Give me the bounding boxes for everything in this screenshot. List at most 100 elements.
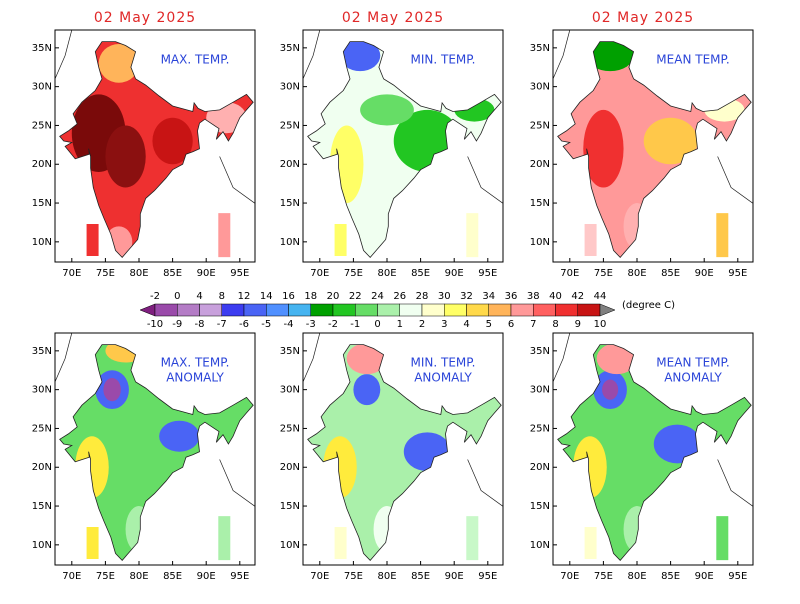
colorbar-box bbox=[243, 303, 267, 317]
anomaly-label: 9 bbox=[575, 319, 581, 330]
lon-label: 70E bbox=[560, 268, 579, 279]
frame bbox=[54, 332, 256, 566]
colorbar-label: 0 bbox=[174, 291, 180, 302]
colorbar-box bbox=[199, 303, 222, 317]
colorbar-box bbox=[154, 303, 178, 317]
lon-label: 75E bbox=[96, 268, 115, 279]
colorbar-box bbox=[355, 303, 378, 317]
date: 02 May 2025 bbox=[342, 10, 444, 26]
temp-region bbox=[339, 41, 381, 72]
colorbar-end bbox=[599, 303, 616, 317]
colorbar-label: 14 bbox=[260, 291, 273, 302]
lon-label: 95E bbox=[728, 571, 747, 582]
lat-label: 20N bbox=[530, 462, 550, 473]
colorbar-box bbox=[466, 303, 489, 317]
neighbour-border bbox=[552, 332, 571, 383]
frame bbox=[302, 29, 504, 263]
panel-title: MAX. TEMP. bbox=[161, 53, 230, 67]
lat-label: 25N bbox=[280, 423, 300, 434]
temp-region bbox=[653, 424, 701, 464]
lon-label: 90E bbox=[695, 571, 714, 582]
lat-label: 15N bbox=[280, 501, 300, 512]
lat-label: 25N bbox=[530, 423, 550, 434]
temp-region bbox=[98, 43, 139, 83]
anomaly-label: -5 bbox=[261, 319, 271, 330]
lon-label: 85E bbox=[661, 268, 680, 279]
neighbour-border bbox=[717, 459, 753, 507]
lat-label: 35N bbox=[32, 346, 52, 357]
lakshadweep-inset bbox=[334, 224, 347, 256]
lon-label: 75E bbox=[344, 571, 363, 582]
neighbour-border bbox=[302, 332, 321, 383]
lon-label: 95E bbox=[230, 571, 249, 582]
neighbour-border bbox=[219, 156, 255, 204]
lon-label: 85E bbox=[411, 571, 430, 582]
anomaly-label: 2 bbox=[419, 319, 425, 330]
india-outline bbox=[59, 344, 254, 561]
colorbar-box bbox=[555, 303, 578, 317]
anomaly-label: 5 bbox=[486, 319, 492, 330]
neighbour-border bbox=[54, 332, 73, 383]
colorbar-box bbox=[510, 303, 534, 317]
colorbar-box bbox=[177, 303, 200, 317]
colorbar-box bbox=[488, 303, 512, 317]
lat-label: 35N bbox=[32, 43, 52, 54]
colorbar-label: 30 bbox=[438, 291, 451, 302]
anomaly-label: 7 bbox=[530, 319, 536, 330]
lon-label: 70E bbox=[62, 268, 81, 279]
lat-label: 30N bbox=[280, 82, 300, 93]
panel-title: MEAN TEMP. bbox=[656, 53, 729, 67]
colorbar-box bbox=[444, 303, 467, 317]
lon-label: 80E bbox=[627, 268, 646, 279]
lat-label: 10N bbox=[530, 540, 550, 551]
lon-label: 90E bbox=[197, 571, 216, 582]
lat-label: 10N bbox=[280, 237, 300, 248]
lat-label: 10N bbox=[32, 540, 52, 551]
anomaly-label: 8 bbox=[552, 319, 558, 330]
frame bbox=[54, 29, 256, 263]
lon-label: 85E bbox=[163, 268, 182, 279]
anomaly-label: -2 bbox=[328, 319, 338, 330]
lon-label: 70E bbox=[310, 571, 329, 582]
panel-title: MEAN TEMP. bbox=[656, 356, 729, 370]
colorbar-box bbox=[310, 303, 334, 317]
lat-label: 25N bbox=[32, 423, 52, 434]
panel-title: ANOMALY bbox=[166, 371, 224, 385]
lon-label: 80E bbox=[129, 571, 148, 582]
andaman-inset bbox=[716, 213, 729, 258]
map-panel: 35N 30N 25N 20N 15N 10N 70E 75E 80E 85E 90E 95E MEAN… bbox=[530, 332, 754, 582]
map-panel: 35N 30N 25N 20N 15N 10N 70E 75E 80E 85E 90E 95E 02 M… bbox=[32, 10, 256, 279]
temp-region bbox=[353, 374, 381, 406]
colorbar-box bbox=[377, 303, 400, 317]
lat-label: 15N bbox=[530, 198, 550, 209]
panel-title: MIN. TEMP. bbox=[411, 53, 476, 67]
anomaly-label: -4 bbox=[284, 319, 294, 330]
anomaly-label: -6 bbox=[239, 319, 249, 330]
colorbar-box bbox=[577, 303, 601, 317]
anomaly-label: -3 bbox=[306, 319, 316, 330]
lat-label: 10N bbox=[530, 237, 550, 248]
panel-title: ANOMALY bbox=[414, 371, 472, 385]
temp-region bbox=[583, 109, 624, 188]
colorbar-label: 4 bbox=[196, 291, 202, 302]
anomaly-label: -10 bbox=[147, 319, 163, 330]
lat-label: 30N bbox=[530, 82, 550, 93]
lon-label: 75E bbox=[344, 268, 363, 279]
colorbar-label: 44 bbox=[594, 291, 607, 302]
neighbour-border bbox=[552, 29, 571, 80]
lon-label: 95E bbox=[230, 268, 249, 279]
colorbar-unit: (degree C) bbox=[622, 300, 675, 311]
colorbar-label: 8 bbox=[219, 291, 225, 302]
colorbar-label: 24 bbox=[371, 291, 384, 302]
lon-label: 75E bbox=[594, 571, 613, 582]
anomaly-label: 6 bbox=[508, 319, 514, 330]
colorbar-box bbox=[288, 303, 311, 317]
lon-label: 90E bbox=[197, 268, 216, 279]
lat-label: 20N bbox=[280, 159, 300, 170]
lat-label: 15N bbox=[530, 501, 550, 512]
temp-region bbox=[360, 94, 414, 126]
neighbour-border bbox=[467, 459, 503, 507]
frame bbox=[552, 332, 754, 566]
lat-label: 20N bbox=[32, 462, 52, 473]
temp-region bbox=[643, 117, 698, 165]
